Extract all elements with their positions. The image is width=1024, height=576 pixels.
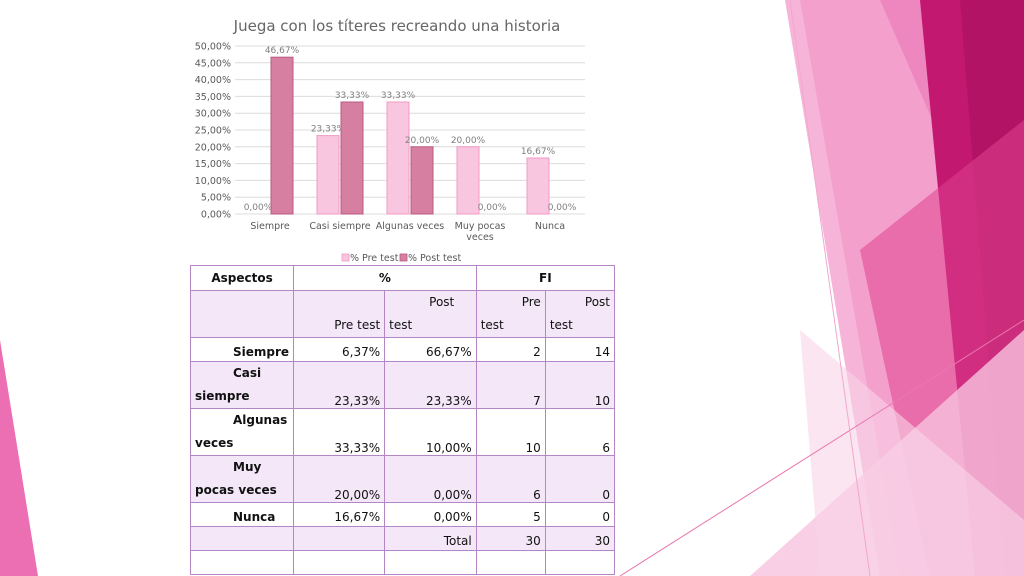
- x-tick-label: Casi siempre: [309, 221, 370, 232]
- x-tick-label: Nunca: [535, 221, 565, 232]
- y-axis: 0,00% 5,00% 10,00% 15,00% 20,00% 25,00% 30,00%…: [195, 42, 231, 221]
- data-label: 0,00%: [478, 203, 507, 213]
- row-pre-fi: 6: [475, 455, 546, 503]
- row-pre-fi: 7: [475, 361, 546, 409]
- bar: [410, 146, 434, 215]
- bar: [386, 101, 410, 215]
- row-post-fi: 0: [544, 502, 616, 527]
- total-label: Total: [384, 526, 477, 551]
- row-pre-percent: 6,37%: [293, 337, 386, 362]
- row-pre-fi: 5: [475, 502, 546, 527]
- x-tick-label: Siempre: [250, 221, 289, 232]
- data-label: 46,67%: [265, 46, 300, 56]
- row-post-fi: 10: [544, 361, 616, 409]
- bar: [340, 101, 364, 215]
- subheader-pre-fi: Pre test: [475, 290, 546, 338]
- row-pre-percent: 16,67%: [293, 502, 386, 527]
- chart-title: Juega con los títeres recreando una hist…: [233, 17, 561, 35]
- y-tick-label: 15,00%: [195, 159, 231, 170]
- total-empty: [189, 526, 295, 551]
- row-post-percent: 66,67%: [384, 337, 477, 362]
- total-post-fi: 30: [544, 526, 616, 551]
- row-post-fi: 14: [544, 337, 616, 362]
- row-post-fi: 6: [544, 408, 616, 456]
- empty-cell: [544, 550, 616, 575]
- table-row: Algunas veces 33,33% 10,00% 10 6: [189, 408, 616, 456]
- y-tick-label: 35,00%: [195, 92, 231, 103]
- x-tick-label: Muy pocas: [455, 221, 506, 232]
- table-row: Muy pocas veces 20,00% 0,00% 6 0: [189, 455, 616, 503]
- subheader-pre-test: Pre test: [293, 290, 386, 338]
- y-tick-label: 0,00%: [201, 210, 231, 221]
- chart-legend: % Pre test % Post test: [341, 253, 461, 264]
- row-post-percent: 23,33%: [384, 361, 477, 409]
- y-tick-label: 10,00%: [195, 176, 231, 187]
- bar: [526, 157, 550, 215]
- subheader-post-fi: Post test: [544, 290, 616, 338]
- empty-cell: [384, 550, 477, 575]
- x-axis: Siempre Casi siempre Algunas veces Muy poca…: [250, 221, 565, 243]
- y-tick-label: 30,00%: [195, 109, 231, 120]
- row-pre-fi: 10: [475, 408, 546, 456]
- header-percent: %: [293, 265, 477, 291]
- subheader-post-test: Post test: [384, 290, 477, 338]
- y-tick-label: 20,00%: [195, 142, 231, 153]
- row-post-percent: 0,00%: [384, 455, 477, 503]
- table-row: Casi siempre 23,33% 23,33% 7 10: [189, 361, 616, 409]
- header-fi: FI: [475, 265, 616, 291]
- y-tick-label: 5,00%: [201, 193, 231, 204]
- table-row: Siempre 6,37% 66,67% 2 14: [189, 337, 616, 362]
- x-tick-label: Algunas veces: [376, 221, 445, 232]
- data-label: 23,33%: [311, 125, 346, 135]
- empty-cell: [293, 550, 386, 575]
- bar: [270, 56, 294, 215]
- empty-cell: [475, 550, 546, 575]
- table-header-row: Aspectos % FI: [189, 265, 616, 291]
- row-aspect: Algunas veces: [189, 408, 295, 456]
- x-tick-label: veces: [466, 232, 494, 243]
- header-aspectos: Aspectos: [189, 265, 295, 291]
- y-tick-label: 40,00%: [195, 75, 231, 86]
- legend-label: % Post test: [408, 253, 461, 264]
- row-aspect: Nunca: [189, 502, 295, 527]
- row-pre-percent: 23,33%: [293, 361, 386, 409]
- table-empty-row: [189, 550, 616, 575]
- y-tick-label: 25,00%: [195, 126, 231, 137]
- data-label: 33,33%: [335, 91, 370, 101]
- data-label: 0,00%: [244, 203, 273, 213]
- bars: 0,00% 46,67% 23,33% 33,33% 33,33% 20,00% 20,00…: [244, 46, 577, 215]
- row-post-fi: 0: [544, 455, 616, 503]
- bar: [316, 135, 340, 215]
- data-table: Aspectos % FI Pre test Post test Pre test …: [189, 265, 616, 575]
- table-subheader-row: Pre test Post test Pre test Post test: [189, 290, 616, 338]
- y-tick-label: 50,00%: [195, 42, 231, 53]
- table-total-row: Total 30 30: [189, 526, 616, 551]
- row-aspect: Siempre: [189, 337, 295, 362]
- total-pre-fi: 30: [475, 526, 546, 551]
- subheader-empty: [189, 290, 295, 338]
- legend-swatch: [341, 253, 350, 262]
- row-aspect: Muy pocas veces: [189, 455, 295, 503]
- data-label: 0,00%: [548, 203, 577, 213]
- legend-label: % Pre test: [350, 253, 399, 264]
- empty-cell: [189, 550, 295, 575]
- y-tick-label: 45,00%: [195, 58, 231, 69]
- row-post-percent: 10,00%: [384, 408, 477, 456]
- row-pre-percent: 20,00%: [293, 455, 386, 503]
- data-label: 20,00%: [405, 136, 440, 146]
- bar-chart: Juega con los títeres recreando una hist…: [195, 17, 585, 264]
- row-pre-fi: 2: [475, 337, 546, 362]
- row-aspect: Casi siempre: [189, 361, 295, 409]
- table-row: Nunca 16,67% 0,00% 5 0: [189, 502, 616, 527]
- data-label: 33,33%: [381, 91, 416, 101]
- total-empty: [293, 526, 386, 551]
- data-label: 20,00%: [451, 136, 486, 146]
- bar: [456, 146, 480, 215]
- legend-swatch: [399, 253, 408, 262]
- row-pre-percent: 33,33%: [293, 408, 386, 456]
- row-post-percent: 0,00%: [384, 502, 477, 527]
- data-label: 16,67%: [521, 147, 556, 157]
